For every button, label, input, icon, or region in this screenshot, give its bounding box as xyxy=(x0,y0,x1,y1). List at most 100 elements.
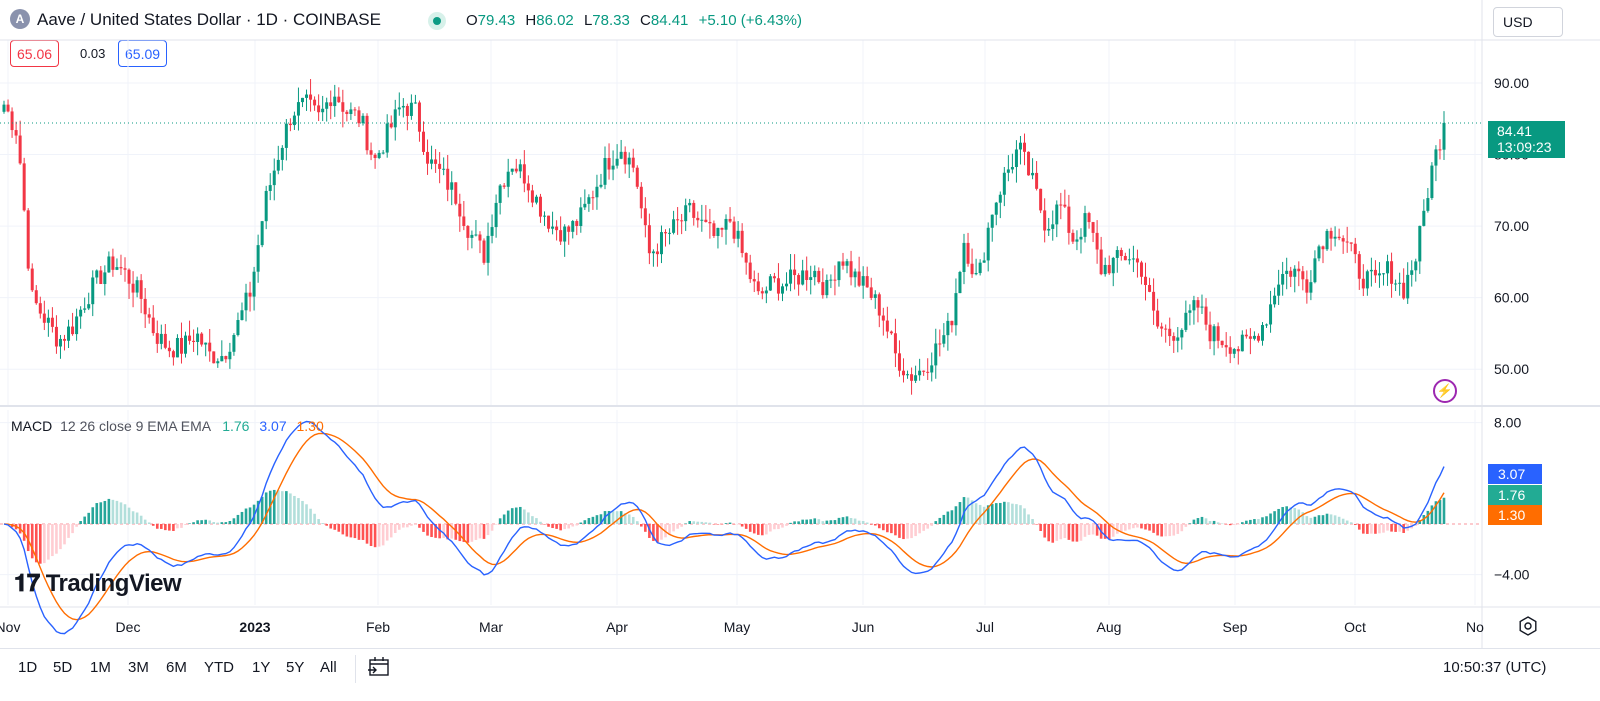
time-axis-label: Jul xyxy=(976,619,994,635)
candle-body xyxy=(1123,255,1127,261)
macd-histogram-bar xyxy=(1168,524,1172,537)
candle-body xyxy=(869,287,873,298)
macd-histogram-bar xyxy=(539,521,542,524)
candle-body xyxy=(1043,210,1047,231)
macd-histogram-bar xyxy=(293,495,296,524)
macd-histogram-bar xyxy=(164,524,167,531)
macd-histogram-bar xyxy=(567,524,571,529)
macd-histogram-bar xyxy=(777,524,780,530)
candle-body xyxy=(910,374,914,381)
macd-histogram-bar xyxy=(393,524,397,533)
gear-icon[interactable] xyxy=(1518,616,1538,636)
macd-histogram-bar xyxy=(817,519,821,524)
macd-histogram-bar xyxy=(357,524,361,540)
candle-body xyxy=(280,147,284,160)
macd-signal-value: 1.30 xyxy=(296,418,324,434)
lightning-alert-icon[interactable]: ⚡ xyxy=(1433,379,1457,403)
candle-body xyxy=(1200,306,1204,308)
range-6m-button[interactable]: 6M xyxy=(166,659,187,676)
macd-histogram-bar xyxy=(1285,506,1288,524)
macd-histogram-bar xyxy=(1418,520,1422,524)
candle-body xyxy=(1119,250,1123,256)
macd-histogram-bar xyxy=(450,524,454,539)
macd-histogram-bar xyxy=(87,512,91,524)
macd-histogram-bar xyxy=(664,524,667,538)
candle-body xyxy=(1079,236,1083,240)
macd-histogram-bar xyxy=(748,524,752,532)
macd-histogram-tag: 1.76 xyxy=(1488,485,1542,505)
range-all-button[interactable]: All xyxy=(320,659,337,676)
macd-histogram-bar xyxy=(918,524,921,534)
range-1y-button[interactable]: 1Y xyxy=(252,659,271,676)
range-1d-button[interactable]: 1D xyxy=(18,659,38,676)
macd-histogram-bar xyxy=(1107,524,1111,540)
candle-body xyxy=(668,232,672,234)
calendar-goto-icon[interactable] xyxy=(366,654,392,680)
macd-histogram-bar xyxy=(204,519,207,524)
candle-body xyxy=(1309,282,1313,293)
macd-histogram-bar xyxy=(341,524,345,535)
candle-body xyxy=(1059,204,1063,206)
candle-body xyxy=(127,269,131,284)
candle-body xyxy=(534,196,538,203)
candle-body xyxy=(264,190,268,222)
macd-histogram-bar xyxy=(478,524,482,539)
candle-body xyxy=(1103,264,1107,275)
macd-histogram-bar xyxy=(752,524,756,534)
candle-body xyxy=(805,270,809,280)
high-label: H xyxy=(525,12,537,29)
symbol-title[interactable]: Aave / United States Dollar · 1D · COINB… xyxy=(37,10,381,29)
range-5d-button[interactable]: 5D xyxy=(53,659,73,676)
macd-histogram-bar xyxy=(728,522,732,524)
macd-histogram-bar xyxy=(712,524,716,525)
candle-body xyxy=(543,215,547,217)
macd-histogram-bar xyxy=(1091,524,1095,535)
macd-histogram-bar xyxy=(172,524,175,531)
candle-body xyxy=(712,223,716,236)
candle-body xyxy=(768,276,772,291)
range-5y-button[interactable]: 5Y xyxy=(286,659,305,676)
macd-histogram-bar xyxy=(825,520,829,524)
macd-histogram-bar xyxy=(805,519,808,524)
candle-body xyxy=(377,152,381,159)
candle-body xyxy=(1373,269,1377,276)
candle-body xyxy=(155,333,159,344)
candle-body xyxy=(789,269,793,284)
bar-countdown: 13:09:23 xyxy=(1497,139,1552,155)
range-1m-button[interactable]: 1M xyxy=(90,659,111,676)
macd-legend[interactable]: MACD 12 26 close 9 EMA EMA 1.76 3.07 1.3… xyxy=(11,418,324,434)
candle-body xyxy=(1390,261,1394,284)
candle-body xyxy=(732,221,736,239)
macd-histogram-bar xyxy=(438,524,441,539)
candle-body xyxy=(1220,340,1224,346)
macd-histogram-bar xyxy=(1273,511,1276,524)
candle-body xyxy=(1406,274,1410,299)
candle-body xyxy=(1256,335,1260,341)
macd-histogram-bar xyxy=(1059,524,1063,540)
candle-body xyxy=(615,158,619,166)
macd-histogram-bar xyxy=(1015,504,1018,524)
range-3m-button[interactable]: 3M xyxy=(128,659,149,676)
candle-body xyxy=(409,102,413,116)
candle-body xyxy=(147,314,151,318)
macd-histogram-bar xyxy=(1023,508,1026,524)
macd-histogram-bar xyxy=(555,524,558,529)
candle-body xyxy=(224,356,228,360)
market-open-dot-icon[interactable] xyxy=(428,12,446,30)
candle-body xyxy=(728,218,732,222)
macd-histogram-bar xyxy=(281,491,284,524)
macd-histogram-bar xyxy=(1103,524,1107,539)
candle-body xyxy=(309,94,313,100)
tradingview-logo[interactable]: 𝟏𝟕 TradingView xyxy=(14,570,182,598)
range-ytd-button[interactable]: YTD xyxy=(204,659,234,676)
utc-clock[interactable]: 10:50:37 (UTC) xyxy=(1443,659,1547,676)
macd-histogram-bar xyxy=(502,514,506,524)
currency-button[interactable]: USD xyxy=(1493,7,1563,37)
ohlc-values: O79.43 H86.02 L78.33 C84.41 +5.10 (+6.43… xyxy=(466,12,808,29)
macd-histogram-bar xyxy=(1378,524,1381,534)
macd-histogram-bar xyxy=(143,519,147,524)
candle-body xyxy=(716,227,720,236)
candle-body xyxy=(462,216,466,226)
macd-histogram-bar xyxy=(627,514,631,524)
